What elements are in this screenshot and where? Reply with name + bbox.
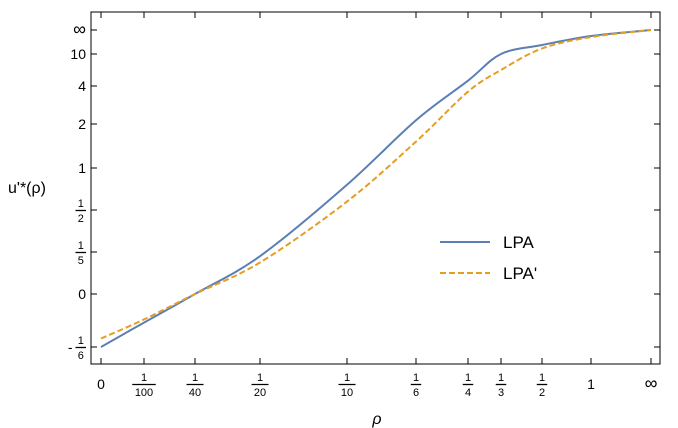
x-tick-label-1-over-6: 16 (410, 372, 422, 399)
y-tick-label-1: 1 (78, 160, 86, 176)
svg-text:10: 10 (341, 387, 353, 399)
x-tick-label-1-over-40: 140 (186, 372, 204, 399)
svg-text:0: 0 (78, 286, 86, 302)
x-tick-label-inf: ∞ (645, 373, 658, 393)
svg-text:1: 1 (192, 372, 198, 384)
y-tick-label-0: 0 (78, 286, 86, 302)
svg-text:3: 3 (498, 387, 504, 399)
y-tick-label-1-over-2: 12 (75, 198, 86, 225)
svg-text:2: 2 (539, 387, 545, 399)
svg-text:1: 1 (413, 372, 419, 384)
svg-text:∞: ∞ (645, 373, 658, 393)
svg-text:20: 20 (254, 387, 266, 399)
svg-text:0: 0 (97, 376, 105, 392)
svg-text:∞: ∞ (73, 19, 86, 39)
x-tick-label-1-over-4: 14 (462, 372, 474, 399)
svg-text:1: 1 (78, 240, 84, 252)
x-tick-label-0: 0 (97, 376, 105, 392)
legend-label-lpa-prime: LPA' (503, 264, 537, 283)
svg-text:1: 1 (141, 372, 147, 384)
x-tick-label-1-over-3: 13 (495, 372, 507, 399)
svg-text:1: 1 (587, 376, 595, 392)
svg-text:2: 2 (78, 116, 86, 132)
x-tick-label-1-over-10: 110 (338, 372, 356, 399)
x-tick-label-1-over-20: 120 (251, 372, 269, 399)
svg-text:5: 5 (78, 255, 84, 267)
y-tick-label-4: 4 (78, 78, 86, 94)
legend-label-lpa: LPA (503, 233, 535, 252)
y-tick-label-1-over-5: 15 (75, 240, 86, 267)
x-tick-label-1-over-2: 12 (536, 372, 548, 399)
svg-text:1: 1 (78, 335, 84, 347)
svg-text:10: 10 (70, 46, 86, 62)
series-layer (100, 29, 652, 348)
svg-text:4: 4 (78, 78, 86, 94)
plot-frame (90, 11, 661, 365)
svg-text:-: - (68, 339, 73, 355)
svg-text:100: 100 (135, 387, 153, 399)
y-tick-label-10: 10 (70, 46, 86, 62)
svg-text:2: 2 (78, 213, 84, 225)
svg-text:1: 1 (539, 372, 545, 384)
svg-text:6: 6 (413, 387, 419, 399)
svg-text:1: 1 (78, 198, 84, 210)
y-tick-label-1-over-6: -1 6 (68, 335, 86, 362)
legend: LPA LPA' (440, 233, 537, 283)
svg-text:1: 1 (78, 160, 86, 176)
svg-text:1: 1 (498, 372, 504, 384)
svg-text:4: 4 (465, 387, 471, 399)
y-axis-label: u'*(ρ) (8, 180, 46, 197)
y-tick-label-2: 2 (78, 116, 86, 132)
x-axis-label: ρ (371, 411, 381, 428)
svg-text:1: 1 (257, 372, 263, 384)
y-tick-label-inf: ∞ (73, 19, 86, 39)
svg-text:1: 1 (344, 372, 350, 384)
svg-text:40: 40 (189, 387, 201, 399)
series-line-lpa-prime (100, 29, 652, 340)
svg-text:6: 6 (78, 350, 84, 362)
x-tick-label-1: 1 (587, 376, 595, 392)
svg-text:1: 1 (465, 372, 471, 384)
